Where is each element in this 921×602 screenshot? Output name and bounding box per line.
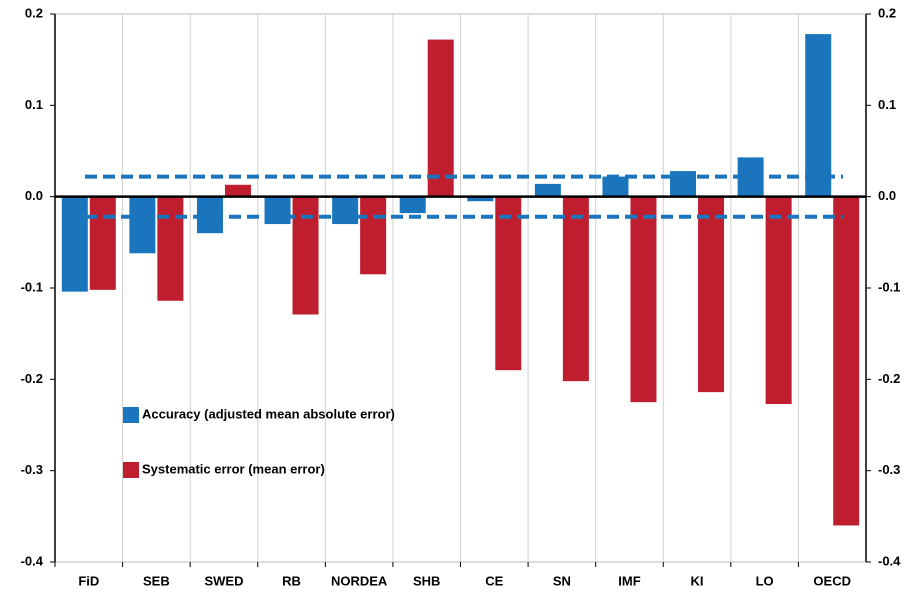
x-tick-label: CE [485, 573, 503, 588]
legend-swatch [123, 462, 139, 478]
bar [427, 39, 454, 197]
x-tick-label: LO [756, 573, 774, 588]
bar [61, 196, 88, 292]
y2-tick-label: -0.4 [878, 553, 901, 568]
y-tick-label: -0.2 [21, 371, 43, 386]
y-tick-label: 0.2 [25, 5, 43, 20]
bar [805, 34, 832, 197]
y2-tick-label: 0.0 [878, 188, 896, 203]
bar [89, 196, 116, 290]
y2-tick-label: -0.2 [878, 371, 900, 386]
bar [399, 196, 426, 214]
y-tick-label: -0.1 [21, 279, 43, 294]
x-tick-label: NORDEA [331, 573, 388, 588]
y-tick-label: 0.0 [25, 188, 43, 203]
legend-label: Systematic error (mean error) [142, 461, 325, 476]
y2-tick-label: -0.1 [878, 279, 900, 294]
x-tick-label: FiD [78, 573, 99, 588]
bar [602, 176, 629, 197]
x-tick-label: OECD [813, 573, 851, 588]
bar [534, 183, 561, 197]
bar [129, 196, 156, 254]
legend-label: Accuracy (adjusted mean absolute error) [142, 406, 395, 421]
bar [630, 196, 657, 403]
x-tick-label: KI [691, 573, 704, 588]
bar [495, 196, 522, 371]
x-tick-label: IMF [618, 573, 640, 588]
x-tick-label: SHB [413, 573, 440, 588]
x-tick-label: RB [282, 573, 301, 588]
x-tick-label: SWED [204, 573, 243, 588]
y2-tick-label: 0.2 [878, 5, 896, 20]
y2-tick-label: 0.1 [878, 97, 896, 112]
bar [224, 184, 251, 197]
bar [157, 196, 184, 301]
bar [698, 196, 725, 393]
bar [765, 196, 792, 404]
y-tick-label: -0.3 [21, 462, 43, 477]
x-tick-label: SN [553, 573, 571, 588]
bar [467, 196, 494, 202]
y2-tick-label: -0.3 [878, 462, 900, 477]
legend-swatch [123, 407, 139, 423]
bar [833, 196, 860, 526]
bar [562, 196, 589, 382]
bar [264, 196, 291, 225]
y-tick-label: 0.1 [25, 97, 43, 112]
x-tick-label: SEB [143, 573, 170, 588]
bar [360, 196, 387, 275]
y-tick-label: -0.4 [21, 553, 44, 568]
bar [332, 196, 359, 225]
bar [292, 196, 319, 315]
